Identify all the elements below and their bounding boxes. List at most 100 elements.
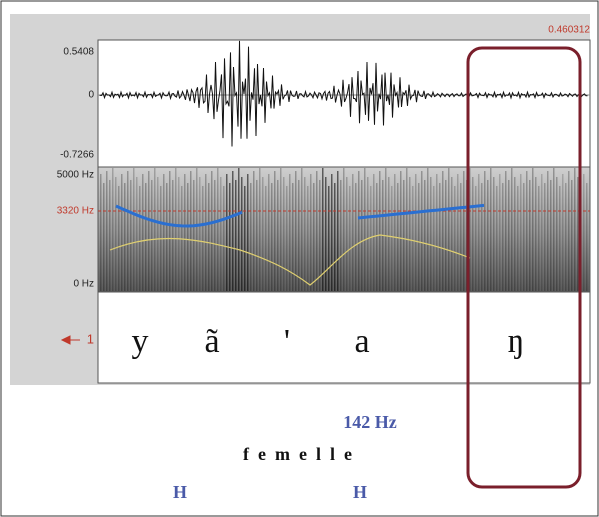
spectrogram-column <box>337 171 339 291</box>
spectrogram-column <box>208 183 210 291</box>
spectrogram-column <box>484 171 486 291</box>
spectrogram-column <box>169 171 171 291</box>
spectrogram-column <box>232 171 234 291</box>
spectrogram-column <box>229 183 231 291</box>
spectrogram-column <box>526 171 528 291</box>
segment-label: ' <box>284 323 290 360</box>
spectrogram-column <box>583 174 585 291</box>
spectrogram-column <box>250 183 252 291</box>
spectrogram-column <box>280 168 282 291</box>
spectrogram-column <box>394 174 396 291</box>
spectrogram-column <box>463 171 465 291</box>
spectrogram-panel <box>97 166 591 293</box>
cursor-time: 0.460312 <box>548 25 590 36</box>
spectrogram-column <box>163 174 165 291</box>
spectrogram-column <box>499 174 501 291</box>
spectrogram-column <box>424 180 426 291</box>
segment-label: a <box>354 323 369 360</box>
spectrogram-column <box>145 183 147 291</box>
spectrogram-column <box>571 180 573 291</box>
spectrogram-column <box>157 177 159 291</box>
spectrogram-column <box>415 174 417 291</box>
frequency-cursor: 3320 Hz <box>57 206 94 217</box>
spectrogram-column <box>118 186 120 291</box>
spectrogram-column <box>451 177 453 291</box>
spectrogram-column <box>559 186 561 291</box>
spectrogram-column <box>301 168 303 291</box>
spectrogram-column <box>439 183 441 291</box>
spectrogram-column <box>190 171 192 291</box>
spectrogram-column <box>406 168 408 291</box>
spectrogram-column <box>529 180 531 291</box>
spectrogram-column <box>112 168 114 291</box>
spectrogram-column <box>259 168 261 291</box>
spectrogram-column <box>268 174 270 291</box>
spectrogram-column <box>442 171 444 291</box>
spectrogram-column <box>421 171 423 291</box>
spectrogram-column <box>457 174 459 291</box>
spectrogram-column <box>448 168 450 291</box>
spectrogram-column <box>553 168 555 291</box>
spectrogram-column <box>184 174 186 291</box>
spectrogram-column <box>352 174 354 291</box>
spectrogram-column <box>379 171 381 291</box>
gender-annotation: femelle <box>243 444 361 464</box>
spectrogram-column <box>538 186 540 291</box>
spectrogram-column <box>127 171 129 291</box>
spectrogram-column <box>475 186 477 291</box>
spectrogram-column <box>109 180 111 291</box>
spectrogram-column <box>391 186 393 291</box>
spectrogram-column <box>322 168 324 291</box>
spectrogram-column <box>541 174 543 291</box>
spectrogram-column <box>124 183 126 291</box>
spectrogram-column <box>544 183 546 291</box>
spectrogram-column <box>523 183 525 291</box>
highlight-box <box>466 46 582 489</box>
spectrogram-column <box>400 171 402 291</box>
spectrogram-column <box>364 168 366 291</box>
spectrogram-column <box>193 180 195 291</box>
spectrogram-column <box>172 180 174 291</box>
spectrogram-column <box>292 183 294 291</box>
segment-label: y <box>132 323 149 360</box>
spectrogram-column <box>289 174 291 291</box>
waveform <box>99 40 588 147</box>
spectrogram-column <box>508 180 510 291</box>
spectrogram-column <box>427 168 429 291</box>
spectrogram-column <box>562 174 564 291</box>
spectrogram-column <box>346 177 348 291</box>
spectrogram-column <box>235 180 237 291</box>
spectrogram-column <box>340 180 342 291</box>
tone-label: H <box>173 482 187 502</box>
spectrogram-column <box>307 186 309 291</box>
spectrogram-column <box>418 183 420 291</box>
spectrogram-column <box>535 177 537 291</box>
spectrogram-column <box>274 171 276 291</box>
spectrogram-column <box>511 168 513 291</box>
amplitude-max: 0.5408 <box>63 47 94 58</box>
spectrogram-column <box>547 171 549 291</box>
spectrogram-column <box>103 183 105 291</box>
spectrogram-column <box>205 174 207 291</box>
spectrogram-column <box>556 177 558 291</box>
spectrogram-column <box>502 183 504 291</box>
segment-label: ã <box>204 323 219 360</box>
spectrogram-column <box>349 186 351 291</box>
spectrogram-column <box>313 183 315 291</box>
spectrogram-column <box>331 174 333 291</box>
spectrogram-column <box>376 183 378 291</box>
spectrogram-column <box>343 168 345 291</box>
spectrogram-column <box>226 174 228 291</box>
spectrogram-column <box>325 177 327 291</box>
spectrogram-texture <box>100 168 588 291</box>
spectrogram-column <box>367 177 369 291</box>
spectrogram-column <box>295 171 297 291</box>
pitch-contour <box>115 204 243 228</box>
spectrogram-column <box>214 180 216 291</box>
spectrogram-column <box>505 171 507 291</box>
spectrogram-column <box>388 177 390 291</box>
spectrogram-column <box>469 168 471 291</box>
amplitude-min: -0.7266 <box>60 150 94 161</box>
spectrogram-column <box>520 174 522 291</box>
